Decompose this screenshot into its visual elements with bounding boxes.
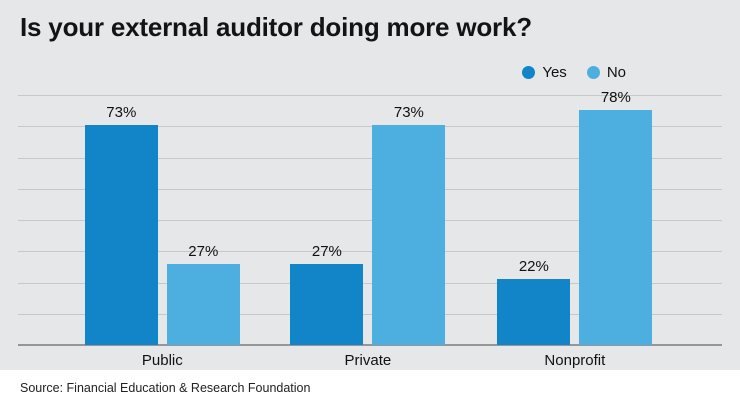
gridline (18, 282, 722, 284)
bar-yes-private (290, 264, 364, 345)
legend: Yes No (522, 64, 626, 81)
gridline (18, 95, 722, 96)
legend-item-no: No (586, 64, 626, 81)
bar-group-public: 73% 27% Public (77, 104, 247, 369)
bar-no-nonprofit (579, 110, 653, 345)
category-label: Private (344, 352, 392, 369)
legend-label: No (606, 64, 626, 81)
gridline (18, 126, 722, 128)
category-label: Public (141, 352, 183, 369)
gridline (18, 313, 722, 315)
bar-value-label: 27% (311, 243, 342, 260)
bar-no-public (166, 264, 240, 345)
source-note: Source: Financial Education & Research F… (20, 381, 311, 395)
legend-item-yes: Yes (522, 64, 567, 81)
bar-group-private: 27% 73% Private (283, 104, 453, 369)
gridline (18, 220, 722, 221)
gridline (18, 157, 722, 159)
bar-group-nonprofit: 22% 78% Nonprofit (490, 89, 660, 369)
bar-value-label: 78% (600, 89, 631, 106)
chart-title: Is your external auditor doing more work… (20, 12, 532, 42)
bar-column: 22% (497, 258, 571, 345)
bar-yes-public (84, 125, 158, 345)
bar-value-label: 73% (393, 104, 424, 121)
legend-dot-icon (586, 66, 600, 79)
bar-column: 73% (372, 104, 446, 345)
bar-column: 27% (290, 243, 364, 345)
chart-plot: 73% 27% Public 27% 73% Private 22% 78% Nonprofit (18, 89, 722, 369)
gridline (18, 188, 722, 190)
bar-value-label: 27% (188, 243, 219, 260)
bar-column: 78% (579, 89, 653, 345)
bar-column: 73% (84, 104, 158, 345)
category-label: Nonprofit (544, 352, 606, 369)
bar-value-label: 73% (106, 104, 137, 121)
gridline (18, 251, 722, 253)
legend-dot-icon (522, 66, 536, 79)
legend-label: Yes (542, 64, 567, 81)
bar-column: 27% (166, 243, 240, 345)
bar-yes-nonprofit (497, 279, 571, 345)
bar-value-label: 22% (518, 258, 549, 275)
bar-no-private (372, 125, 446, 345)
x-axis-line (18, 344, 722, 346)
